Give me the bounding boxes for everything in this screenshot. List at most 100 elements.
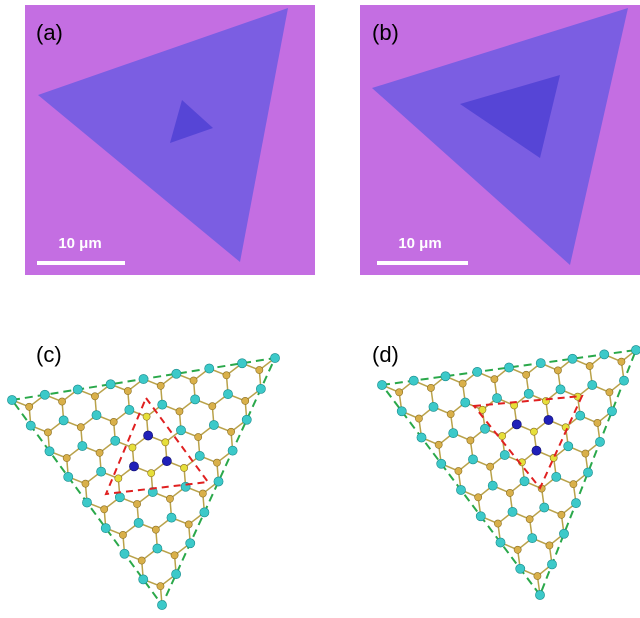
chalcogen-atom (395, 388, 404, 397)
metal-atom (555, 384, 566, 395)
metal-atom (619, 375, 629, 386)
chalcogen-atom (213, 458, 221, 467)
flake-outer-b (372, 8, 628, 265)
metal-atom (124, 404, 135, 415)
chalcogen-atom (109, 418, 118, 426)
chalcogen-atom (569, 480, 578, 489)
metal-atom (7, 395, 17, 405)
chalcogen-atom (62, 454, 71, 462)
chalcogen-atom (128, 443, 137, 452)
metal-atom (472, 366, 483, 377)
chalcogen-atom (81, 479, 90, 488)
panel-label: (d) (372, 342, 399, 367)
scale-label: 10 μm (398, 235, 441, 252)
metal-atom (416, 432, 427, 443)
chalcogen-atom (100, 505, 109, 514)
chalcogen-atom (530, 427, 538, 436)
chalcogen-atom (166, 494, 174, 503)
metal-atom (166, 512, 177, 523)
metal-atom (440, 371, 451, 382)
chalcogen-atom (494, 519, 502, 528)
metal-atom (599, 349, 610, 360)
metal-atom (213, 476, 224, 487)
chalcogen-atom (123, 387, 132, 395)
chalcogen-atom (91, 392, 99, 401)
chalcogen-atom (175, 407, 184, 416)
chalcogen-atom (189, 376, 198, 385)
chalcogen-atom (142, 412, 151, 421)
metal-atom (194, 450, 205, 461)
chalcogen-atom (506, 489, 514, 497)
metal-atom (523, 388, 534, 399)
chalcogen-atom (227, 427, 235, 436)
atomic-models (7, 345, 640, 610)
chalcogen-atom (208, 402, 217, 411)
metal-atom (133, 517, 144, 528)
metal-atom (227, 445, 238, 456)
metal-atom (504, 362, 514, 373)
metal-atom (171, 569, 182, 580)
chalcogen-atom (222, 371, 231, 380)
metal-atom (105, 379, 116, 390)
metal-atom (138, 574, 149, 585)
metal-atom (571, 498, 581, 509)
metal-atom (547, 559, 557, 570)
metal-atom (58, 415, 69, 426)
chalcogen-atom (593, 419, 602, 427)
metal-atom (595, 436, 605, 447)
metal-atom (237, 358, 248, 369)
flake-outer-a (38, 8, 288, 262)
metal-atom (515, 563, 526, 574)
metal-atom (143, 430, 154, 441)
chalcogen-atom (133, 500, 141, 508)
metal-atom (138, 374, 149, 384)
metal-atom (77, 441, 88, 451)
chalcogen-atom (585, 362, 594, 370)
metal-atom (519, 476, 530, 487)
metal-atom (241, 414, 252, 425)
chalcogen-atom (617, 357, 626, 366)
chalcogen-atom (241, 397, 250, 405)
metal-atom (119, 548, 130, 559)
chalcogen-atom (25, 402, 34, 411)
panel-label: (a) (36, 20, 63, 45)
scale-label: 10 μm (58, 235, 101, 252)
metal-atom (223, 389, 233, 400)
chalcogen-atom (194, 433, 203, 441)
metal-atom (607, 406, 617, 417)
chalcogen-atom (184, 520, 193, 529)
metal-atom (487, 480, 498, 491)
chalcogen-atom (557, 510, 566, 519)
metal-atom (129, 461, 139, 472)
metal-atom (480, 423, 490, 434)
chalcogen-atom (119, 531, 127, 539)
metal-atom (563, 441, 574, 452)
metal-atom (270, 353, 280, 363)
chalcogen-atom (156, 381, 165, 390)
metal-atom (161, 456, 172, 467)
metal-atom (631, 345, 640, 355)
metal-atom (100, 523, 111, 534)
edge-outline (10, 356, 277, 607)
chalcogen-atom (478, 405, 487, 414)
metal-atom (377, 380, 387, 390)
chalcogen-atom (498, 432, 507, 440)
chalcogen-atom (180, 464, 188, 472)
panel-label: (b) (372, 20, 399, 45)
metal-atom (110, 435, 121, 446)
metal-atom (396, 406, 407, 417)
metal-atom (436, 458, 447, 469)
chalcogen-atom (161, 438, 170, 447)
metal-atom (171, 368, 182, 379)
chalcogen-atom (466, 436, 475, 445)
chalcogen-atom (170, 551, 179, 560)
chalcogen-atom (151, 525, 160, 534)
chalcogen-atom (458, 379, 467, 388)
metal-atom (499, 450, 510, 460)
chalcogen-atom (545, 541, 554, 550)
inner-outline (472, 394, 584, 490)
chalcogen-atom (95, 448, 104, 457)
metal-atom (583, 467, 593, 478)
chalcogen-atom (454, 467, 463, 475)
